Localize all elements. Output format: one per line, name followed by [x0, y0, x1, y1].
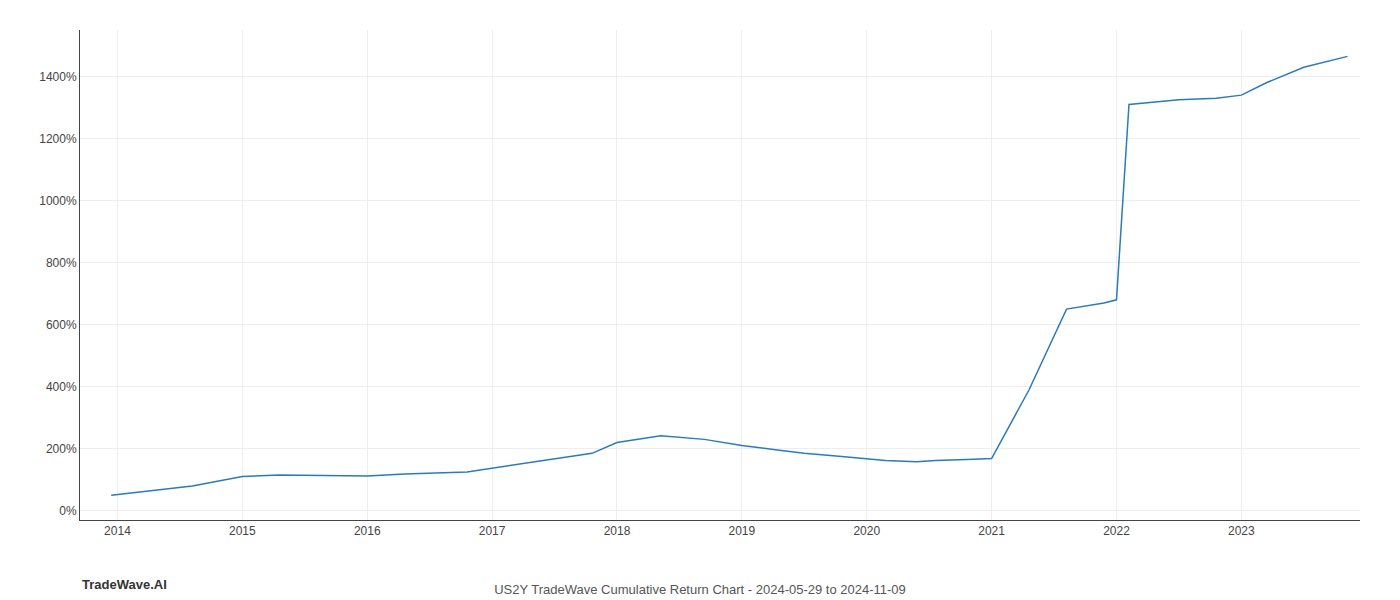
svg-text:2021: 2021 [978, 524, 1005, 538]
svg-text:0%: 0% [59, 504, 77, 518]
svg-text:2018: 2018 [604, 524, 631, 538]
svg-text:800%: 800% [46, 256, 77, 270]
svg-text:400%: 400% [46, 380, 77, 394]
svg-text:2019: 2019 [728, 524, 755, 538]
svg-text:2016: 2016 [354, 524, 381, 538]
svg-text:2022: 2022 [1103, 524, 1130, 538]
svg-text:600%: 600% [46, 318, 77, 332]
svg-text:TradeWave.AI: TradeWave.AI [82, 577, 167, 592]
svg-text:2020: 2020 [853, 524, 880, 538]
svg-text:1000%: 1000% [39, 194, 77, 208]
svg-text:1200%: 1200% [39, 132, 77, 146]
svg-text:2015: 2015 [229, 524, 256, 538]
svg-text:US2Y TradeWave Cumulative Retu: US2Y TradeWave Cumulative Return Chart -… [494, 582, 906, 597]
svg-text:200%: 200% [46, 442, 77, 456]
svg-text:2017: 2017 [479, 524, 506, 538]
svg-text:2023: 2023 [1228, 524, 1255, 538]
svg-text:1400%: 1400% [39, 70, 77, 84]
svg-text:2014: 2014 [104, 524, 131, 538]
